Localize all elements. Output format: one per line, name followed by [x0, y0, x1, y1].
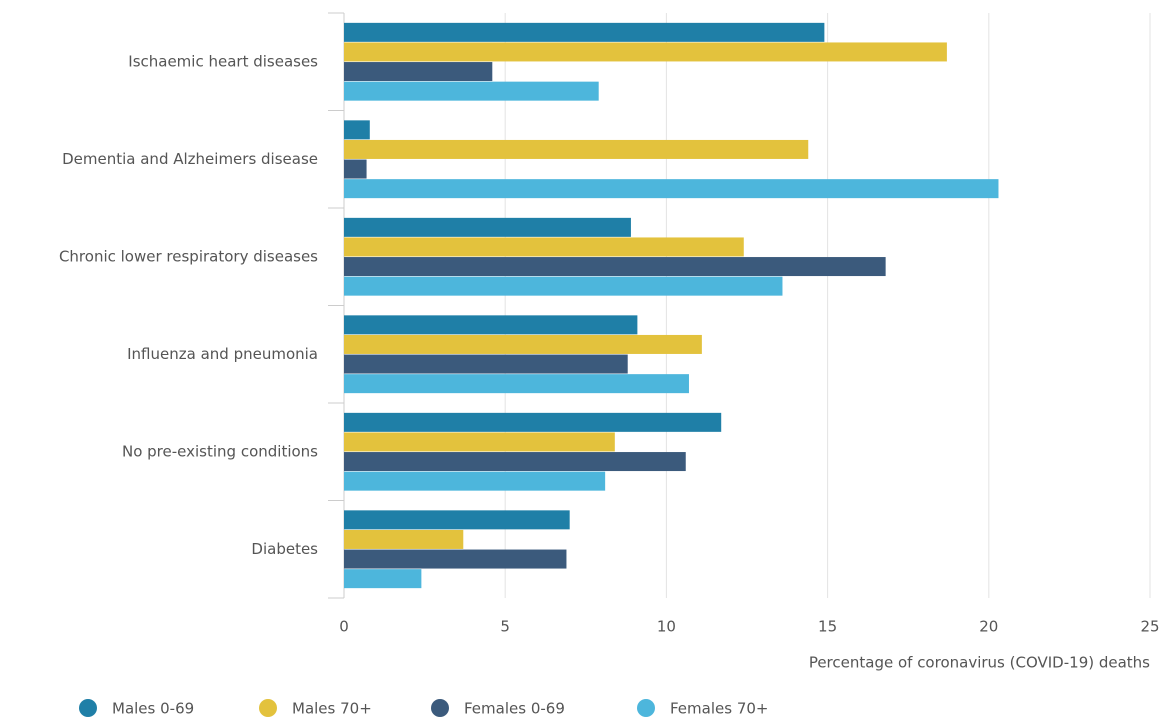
x-tick-label: 15 — [818, 618, 837, 636]
legend-marker[interactable] — [637, 699, 655, 717]
bar — [344, 549, 567, 569]
bar — [344, 81, 599, 101]
y-tick-label: No pre-existing conditions — [122, 442, 318, 460]
legend-marker[interactable] — [431, 699, 449, 717]
legend-label[interactable]: Males 0-69 — [112, 700, 194, 718]
bar — [344, 374, 689, 394]
bar — [344, 22, 825, 42]
x-axis-label: Percentage of coronavirus (COVID-19) dea… — [809, 654, 1150, 672]
bar — [344, 412, 722, 432]
x-tick-label: 25 — [1140, 618, 1159, 636]
x-tick-label: 0 — [339, 618, 349, 636]
bar — [344, 471, 606, 491]
bar — [344, 334, 702, 354]
y-tick-label: Influenza and pneumonia — [127, 345, 318, 363]
bar — [344, 529, 464, 549]
legend-label[interactable]: Males 70+ — [292, 700, 372, 718]
bar — [344, 217, 631, 237]
bar — [344, 237, 744, 257]
legend-label[interactable]: Females 70+ — [670, 700, 768, 718]
y-tick-label: Diabetes — [251, 540, 318, 558]
bar — [344, 42, 947, 62]
legend-marker[interactable] — [259, 699, 277, 717]
x-tick-label: 20 — [979, 618, 998, 636]
bar — [344, 569, 422, 589]
bar — [344, 139, 809, 159]
legend-label[interactable]: Females 0-69 — [464, 700, 565, 718]
bar — [344, 257, 886, 277]
bar — [344, 452, 686, 472]
y-tick-label: Ischaemic heart diseases — [128, 52, 318, 70]
legend-marker[interactable] — [79, 699, 97, 717]
bar — [344, 432, 615, 452]
bar — [344, 120, 370, 140]
bar — [344, 354, 628, 374]
bar — [344, 179, 999, 199]
y-tick-label: Dementia and Alzheimers disease — [62, 150, 318, 168]
bar — [344, 62, 493, 82]
bar — [344, 510, 570, 530]
bar — [344, 315, 638, 335]
bar — [344, 159, 367, 179]
bar — [344, 276, 783, 296]
x-tick-label: 5 — [500, 618, 510, 636]
x-tick-label: 10 — [657, 618, 676, 636]
y-tick-label: Chronic lower respiratory diseases — [59, 247, 318, 265]
